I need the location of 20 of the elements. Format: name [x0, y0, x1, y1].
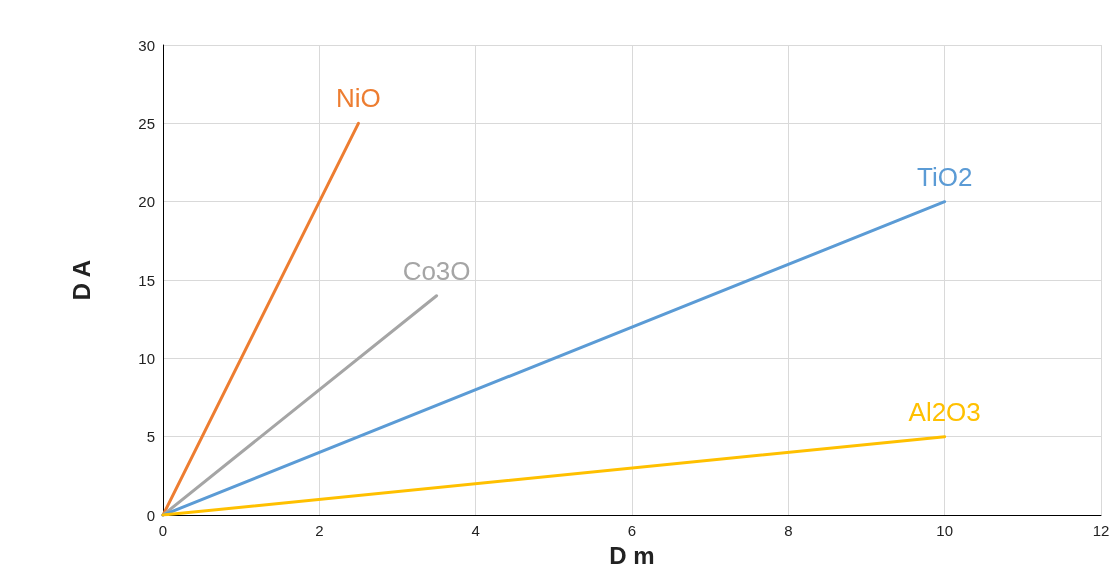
- y-tick-label: 10: [138, 349, 155, 367]
- x-tick-label: 12: [1092, 522, 1110, 540]
- y-tick-label: 20: [138, 193, 155, 211]
- x-tick-label: 8: [784, 522, 793, 540]
- x-tick-label: 4: [471, 522, 480, 540]
- x-tick-label: 2: [315, 522, 324, 540]
- x-axis-title: D m: [609, 541, 655, 569]
- y-tick-label: 0: [146, 506, 155, 524]
- y-tick-label: 15: [138, 271, 155, 289]
- series-label: Co3O: [402, 255, 471, 286]
- y-axis-title: D A: [67, 259, 95, 301]
- y-tick-label: 5: [146, 428, 155, 446]
- y-tick-label: 25: [138, 114, 155, 132]
- y-tick-label: 30: [138, 36, 155, 54]
- series-label: Al2O3: [908, 396, 981, 427]
- x-tick-label: 6: [627, 522, 637, 540]
- x-tick-label: 0: [158, 522, 168, 540]
- series-label: TiO2: [916, 161, 973, 192]
- series-label: NiO: [336, 83, 381, 114]
- x-tick-label: 10: [936, 522, 954, 540]
